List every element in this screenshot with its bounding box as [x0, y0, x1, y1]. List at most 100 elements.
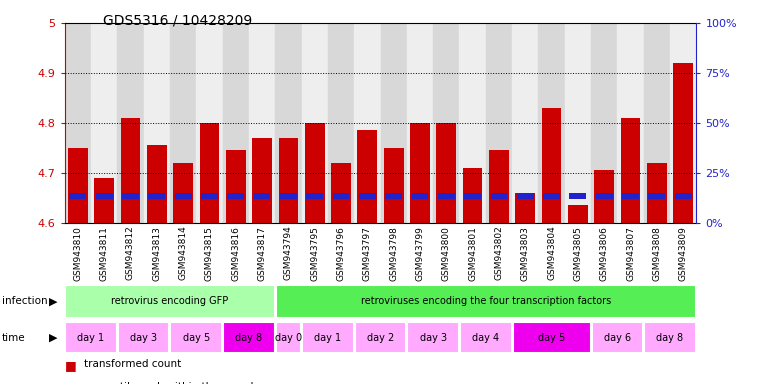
- Text: GSM943816: GSM943816: [231, 226, 240, 281]
- Bar: [648, 193, 665, 199]
- Bar: [486, 23, 512, 223]
- Text: GSM943817: GSM943817: [257, 226, 266, 281]
- Text: GSM943802: GSM943802: [495, 226, 504, 280]
- Bar: [594, 170, 614, 223]
- Bar: [407, 23, 433, 223]
- Bar: [517, 193, 533, 199]
- Bar: [542, 108, 562, 223]
- Bar: [122, 193, 139, 199]
- Bar: [407, 323, 459, 353]
- Text: GSM943797: GSM943797: [363, 226, 372, 281]
- Bar: [91, 23, 117, 223]
- Bar: [196, 23, 222, 223]
- Bar: [148, 193, 165, 199]
- Bar: [275, 23, 301, 223]
- Text: day 5: day 5: [183, 333, 210, 343]
- Bar: [120, 118, 140, 223]
- Bar: [670, 23, 696, 223]
- Bar: [147, 145, 167, 223]
- Text: day 3: day 3: [419, 333, 447, 343]
- Text: GDS5316 / 10428209: GDS5316 / 10428209: [103, 13, 252, 27]
- Text: day 6: day 6: [603, 333, 631, 343]
- Text: GSM943798: GSM943798: [389, 226, 398, 281]
- Bar: [621, 118, 641, 223]
- Bar: [354, 23, 380, 223]
- Text: retroviruses encoding the four transcription factors: retroviruses encoding the four transcrip…: [361, 296, 611, 306]
- Bar: [201, 193, 218, 199]
- Text: GSM943812: GSM943812: [126, 226, 135, 280]
- Text: day 0: day 0: [275, 333, 302, 343]
- Bar: [174, 163, 193, 223]
- Text: ■: ■: [65, 382, 81, 384]
- Bar: [223, 323, 275, 353]
- Text: day 8: day 8: [235, 333, 263, 343]
- Bar: [69, 193, 86, 199]
- Text: GSM943803: GSM943803: [521, 226, 530, 281]
- Bar: [596, 193, 613, 199]
- Bar: [675, 193, 692, 199]
- Bar: [380, 23, 407, 223]
- Bar: [331, 163, 351, 223]
- Bar: [307, 193, 323, 199]
- Text: GSM943794: GSM943794: [284, 226, 293, 280]
- Bar: [565, 23, 591, 223]
- Bar: [301, 23, 328, 223]
- Bar: [568, 205, 587, 223]
- Bar: [358, 130, 377, 223]
- Bar: [253, 193, 270, 199]
- Bar: [410, 123, 430, 223]
- Bar: [617, 23, 644, 223]
- Text: GSM943795: GSM943795: [310, 226, 319, 281]
- Bar: [513, 323, 591, 353]
- Bar: [65, 23, 91, 223]
- Bar: [252, 138, 272, 223]
- Bar: [305, 123, 325, 223]
- Text: day 5: day 5: [538, 333, 565, 343]
- Bar: [491, 193, 508, 199]
- Bar: [460, 23, 486, 223]
- Bar: [359, 193, 376, 199]
- Text: GSM943806: GSM943806: [600, 226, 609, 281]
- Text: GSM943813: GSM943813: [152, 226, 161, 281]
- Bar: [170, 323, 222, 353]
- Bar: [94, 178, 114, 223]
- Text: GSM943799: GSM943799: [416, 226, 425, 281]
- Bar: [539, 23, 565, 223]
- Text: day 2: day 2: [367, 333, 394, 343]
- Text: percentile rank within the sample: percentile rank within the sample: [84, 382, 260, 384]
- Text: GSM943804: GSM943804: [547, 226, 556, 280]
- Bar: [65, 323, 116, 353]
- Bar: [464, 193, 481, 199]
- Bar: [117, 23, 144, 223]
- Text: infection: infection: [2, 296, 47, 306]
- Text: GSM943801: GSM943801: [468, 226, 477, 281]
- Bar: [489, 150, 509, 223]
- Bar: [355, 323, 406, 353]
- Bar: [438, 193, 454, 199]
- Text: ▶: ▶: [49, 296, 57, 306]
- Bar: [333, 193, 349, 199]
- Bar: [65, 285, 275, 318]
- Text: time: time: [2, 333, 25, 343]
- Bar: [275, 323, 301, 353]
- Bar: [170, 23, 196, 223]
- Text: GSM943807: GSM943807: [626, 226, 635, 281]
- Bar: [199, 123, 219, 223]
- Bar: [249, 23, 275, 223]
- Text: GSM943814: GSM943814: [179, 226, 188, 280]
- Bar: [68, 148, 88, 223]
- Bar: [175, 193, 192, 199]
- Bar: [543, 193, 560, 199]
- Bar: [515, 193, 535, 223]
- Bar: [223, 23, 249, 223]
- Bar: [328, 23, 354, 223]
- Bar: [279, 138, 298, 223]
- Text: GSM943815: GSM943815: [205, 226, 214, 281]
- Text: GSM943810: GSM943810: [73, 226, 82, 281]
- Bar: [512, 23, 539, 223]
- Text: ▶: ▶: [49, 333, 57, 343]
- Bar: [463, 168, 482, 223]
- Text: day 1: day 1: [78, 333, 104, 343]
- Bar: [591, 323, 643, 353]
- Text: GSM943800: GSM943800: [442, 226, 451, 281]
